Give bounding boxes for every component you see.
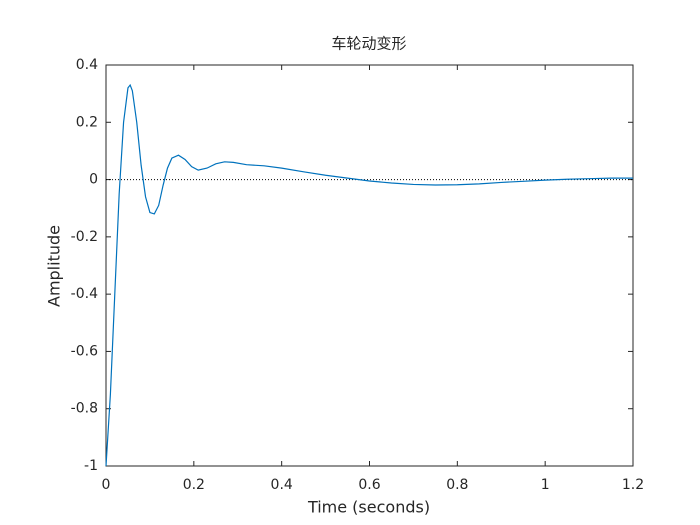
x-tick-label: 0.8 bbox=[446, 477, 468, 493]
y-tick-label: -0.2 bbox=[71, 229, 98, 245]
x-tick-label: 1 bbox=[541, 477, 550, 493]
x-tick-label: 0.2 bbox=[183, 477, 205, 493]
y-tick-label: -1 bbox=[84, 458, 98, 474]
y-axis-label: Amplitude bbox=[45, 225, 64, 307]
y-tick-label: -0.8 bbox=[71, 401, 98, 417]
y-tick-label: 0.2 bbox=[76, 114, 98, 130]
y-tick-label: -0.4 bbox=[71, 286, 98, 302]
chart-title: 车轮动变形 bbox=[331, 35, 406, 53]
y-tick-label: 0.4 bbox=[76, 57, 98, 73]
plot-area bbox=[105, 64, 634, 467]
x-tick-label: 0 bbox=[102, 477, 111, 493]
x-tick-label: 0.4 bbox=[271, 477, 293, 493]
x-tick-label: 1.2 bbox=[622, 477, 644, 493]
y-tick-label: -0.6 bbox=[71, 343, 98, 359]
y-tick-label: 0 bbox=[89, 172, 98, 188]
x-tick-label: 0.6 bbox=[358, 477, 380, 493]
series-line bbox=[105, 83, 633, 467]
x-axis-label: Time (seconds) bbox=[307, 498, 430, 517]
